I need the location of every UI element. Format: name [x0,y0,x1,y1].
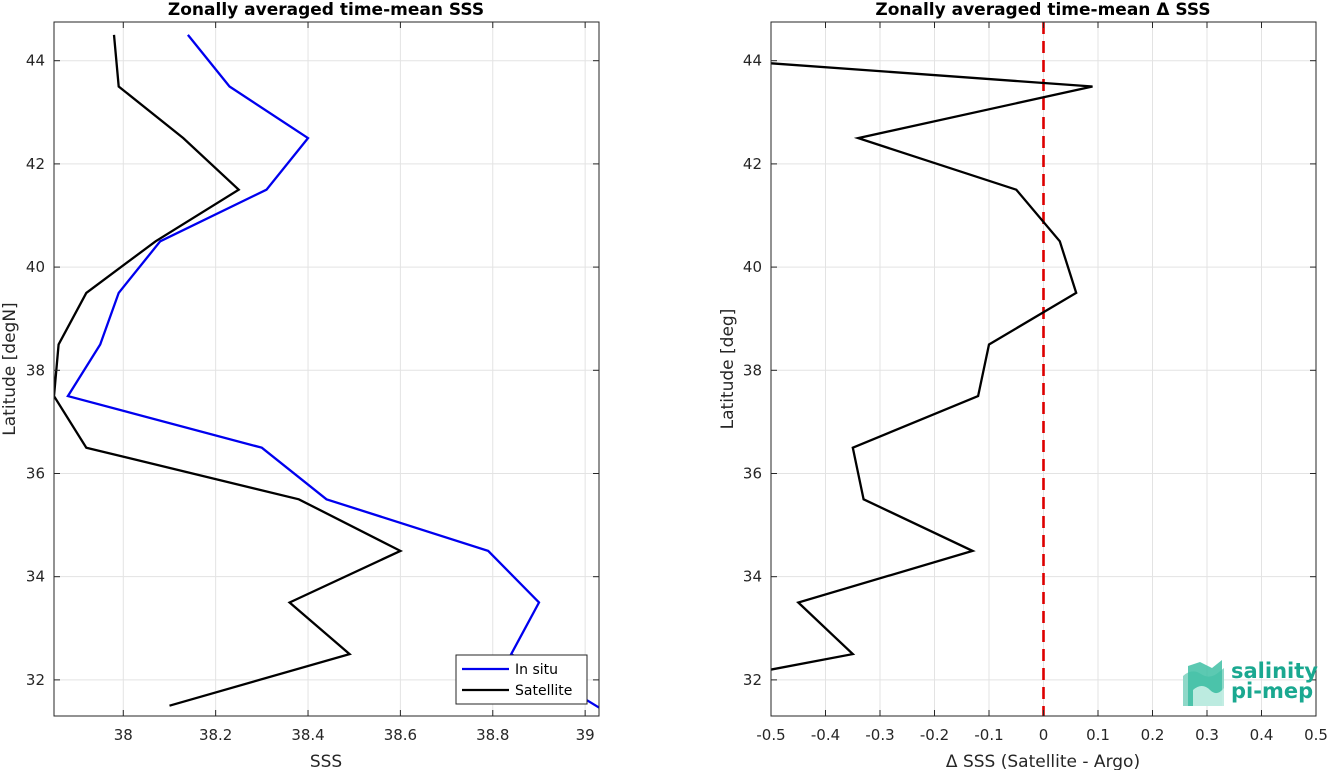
left-y-tick-label: 36 [26,464,45,482]
left-y-tick-label: 44 [26,52,45,70]
right-x-tick-label: 0 [1039,726,1049,744]
right-x-tick-label: 0.5 [1304,726,1328,744]
right-x-tick-label: -0.4 [811,726,840,744]
right-x-tick-label: -0.5 [756,726,785,744]
right-y-tick-label: 42 [743,155,762,173]
legend-label-in-situ: In situ [515,662,558,678]
right-ticks: -0.5 -0.4 -0.3 -0.2 -0.1 0 0.1 0.2 0.3 0.4 0.5 32 34… [743,22,1328,744]
logo-wave-icon [1183,660,1224,706]
right-title: Zonally averaged time-mean Δ SSS [875,0,1210,20]
left-panel: 38 38.2 38.4 38.6 38.8 39 32 34 36 38 40 42 44 Zonal… [0,0,600,770]
left-x-tick-label: 38.6 [384,726,417,744]
left-x-tick-label: 38 [114,726,133,744]
right-y-tick-label: 34 [743,568,762,586]
right-x-tick-label: 0.1 [1086,726,1110,744]
left-y-axis-label: Latitude [degN] [0,302,20,435]
logo-line1: salinity [1231,659,1318,683]
left-plot-background [54,22,599,716]
right-y-tick-label: 38 [743,361,762,379]
legend: In situ Satellite [455,654,588,705]
right-x-tick-label: -0.2 [920,726,949,744]
left-x-tick-label: 38.4 [291,726,324,744]
right-y-tick-label: 36 [743,464,762,482]
right-x-tick-label: 0.2 [1141,726,1165,744]
left-x-tick-label: 38.8 [476,726,509,744]
right-y-tick-label: 32 [743,671,762,689]
right-x-tick-label: 0.3 [1195,726,1219,744]
right-x-tick-label: -0.1 [974,726,1003,744]
left-y-tick-label: 40 [26,258,45,276]
left-ticks: 38 38.2 38.4 38.6 38.8 39 32 34 36 38 40 42 44 [26,22,599,744]
right-x-tick-label: 0.4 [1250,726,1274,744]
left-axes-box [53,21,600,717]
left-x-tick-label: 38.2 [199,726,232,744]
left-y-tick-label: 38 [26,361,45,379]
left-y-tick-label: 34 [26,568,45,586]
left-y-tick-label: 32 [26,671,45,689]
right-y-tick-label: 40 [743,258,762,276]
left-x-axis-label: SSS [310,752,342,770]
left-x-tick-label: 39 [576,726,595,744]
salinity-pi-mep-logo: salinity pi-mep [1183,659,1318,706]
right-panel: -0.5 -0.4 -0.3 -0.2 -0.1 0 0.1 0.2 0.3 0.4 0.5 32 34… [718,0,1328,770]
left-y-tick-label: 42 [26,155,45,173]
right-series-delta-sss [771,62,1093,671]
legend-box [455,654,588,705]
logo-line2: pi-mep [1231,679,1313,703]
right-y-tick-label: 44 [743,52,762,70]
right-series [771,62,1093,671]
left-title: Zonally averaged time-mean SSS [168,0,484,20]
right-y-axis-label: Latitude [deg] [718,309,738,430]
right-x-tick-label: -0.3 [865,726,894,744]
left-series-in-situ [66,34,599,709]
right-x-axis-label: Δ SSS (Satellite - Argo) [946,752,1140,770]
legend-label-satellite: Satellite [515,683,572,699]
